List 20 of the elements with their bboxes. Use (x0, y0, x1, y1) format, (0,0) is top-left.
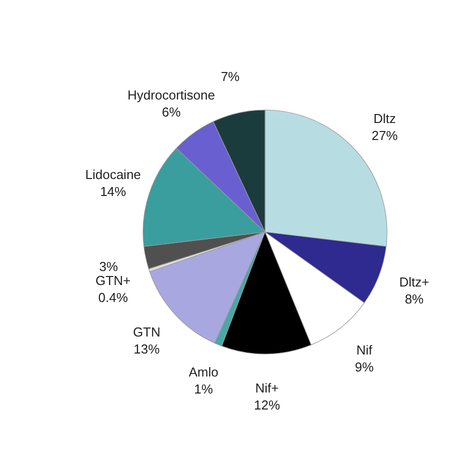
data-label: 3% (99, 258, 118, 274)
slice-label: Nif (356, 342, 373, 358)
data-label: 8% (404, 292, 424, 307)
slice-label: Lidocaine (85, 166, 141, 182)
data-label: 13% (134, 342, 160, 357)
slice-label: Dltz+ (399, 274, 430, 290)
data-label: 14% (100, 184, 127, 199)
slice-label: Dltz (373, 110, 396, 126)
data-label: 0.4% (98, 290, 128, 305)
slice-label: Amlo (188, 364, 218, 380)
data-label: 6% (162, 104, 182, 120)
data-label: 9% (354, 359, 374, 374)
slice-label: Hydrocortisone (128, 87, 215, 102)
data-label: 7% (220, 68, 240, 84)
slice-label: GTN (132, 324, 160, 340)
data-label: 1% (194, 382, 214, 397)
slice-label: Nif+ (255, 380, 279, 396)
slice-label: GTN+ (96, 272, 131, 288)
data-label: 12% (254, 397, 280, 412)
data-label: 27% (372, 128, 398, 143)
